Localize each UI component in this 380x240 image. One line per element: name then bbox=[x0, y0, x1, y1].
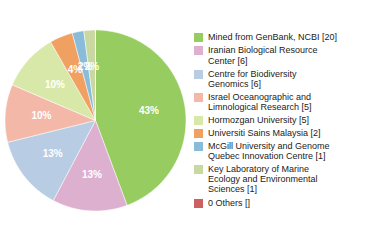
html-text:Universiti Sains Malaysia [2]: Universiti Sains Malaysia [2] bbox=[208, 128, 321, 138]
html-text:Mined from GenBank, NCBI [20]: Mined from GenBank, NCBI [20] bbox=[208, 32, 338, 43]
svg-text:10%: 10% bbox=[31, 110, 51, 121]
svg-text:13%: 13% bbox=[82, 169, 102, 180]
svg-text:43%: 43% bbox=[139, 105, 159, 116]
html-text:Israel Oceanographic and Limno: Israel Oceanographic and Limnological Re… bbox=[208, 91, 312, 112]
svg-text:10%: 10% bbox=[45, 79, 65, 90]
svg-text:4%: 4% bbox=[67, 64, 83, 76]
html-text:Centre for Biodiversity Genomi: Centre for Biodiversity Genomics [6] bbox=[208, 68, 297, 89]
html-text:Hormozgan University [5]: Hormozgan University [5] bbox=[208, 115, 309, 125]
html-text:Iranian Biological Resource Ce: Iranian Biological Resource Center [6] bbox=[208, 45, 318, 66]
svg-text:2%: 2% bbox=[85, 61, 100, 72]
html-text:Key Laboratory of Marine Ecolo: Key Laboratory of Marine Ecology and Env… bbox=[208, 164, 318, 195]
svg-text:13%: 13% bbox=[43, 148, 63, 159]
html-text:McGill University and Genome Q: McGill University and Genome Quebec Inno… bbox=[208, 141, 330, 162]
html-text:0 Others []: 0 Others [] bbox=[208, 197, 250, 208]
